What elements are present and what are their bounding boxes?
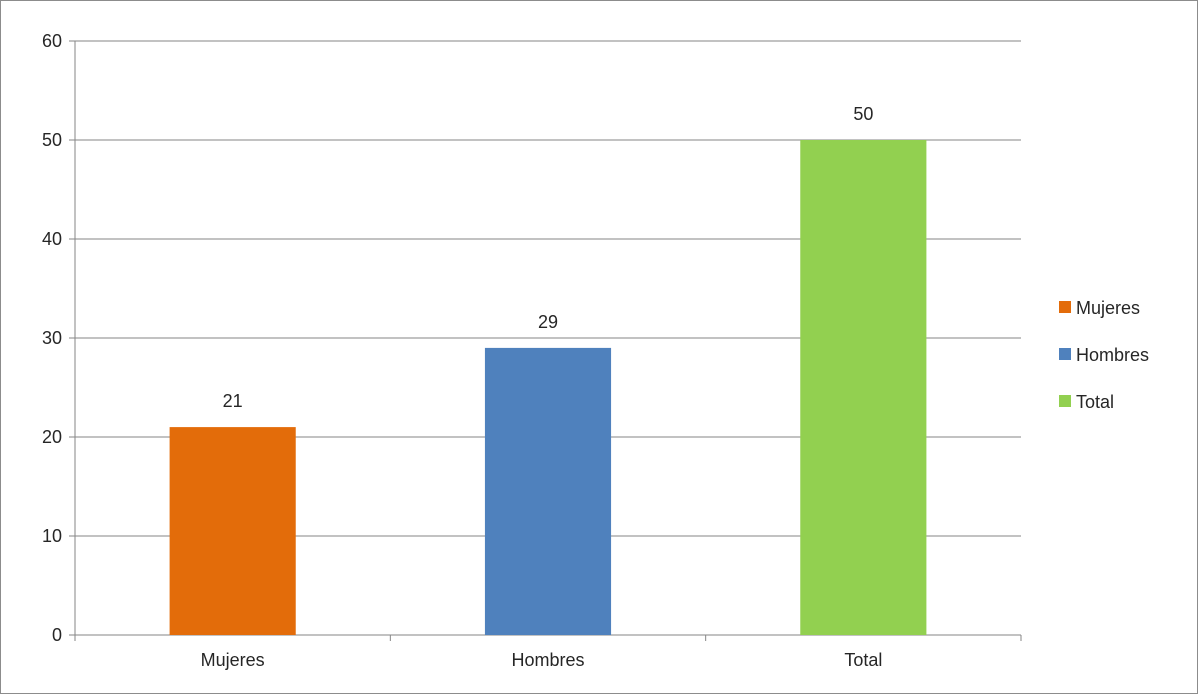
legend: Mujeres Hombres Total — [1059, 298, 1149, 412]
bar-mujeres — [169, 427, 296, 635]
y-tick-label: 0 — [52, 625, 62, 645]
data-labels: 21 29 50 — [223, 104, 874, 411]
bar-total — [800, 140, 927, 635]
legend-label: Hombres — [1076, 345, 1149, 365]
x-tick-label: Total — [844, 650, 882, 670]
bars — [169, 140, 927, 635]
y-tick-label: 10 — [42, 526, 62, 546]
data-label: 21 — [223, 391, 243, 411]
legend-label: Total — [1076, 392, 1114, 412]
x-tick-label: Mujeres — [201, 650, 265, 670]
legend-swatch — [1059, 395, 1071, 407]
data-label: 29 — [538, 312, 558, 332]
bar-hombres — [484, 347, 612, 635]
y-tick-label: 50 — [42, 130, 62, 150]
y-tick-label: 20 — [42, 427, 62, 447]
legend-swatch — [1059, 301, 1071, 313]
data-label: 50 — [853, 104, 873, 124]
x-tick-label: Hombres — [511, 650, 584, 670]
y-tick-label: 60 — [42, 31, 62, 51]
legend-swatch — [1059, 348, 1071, 360]
y-tick-label: 30 — [42, 328, 62, 348]
legend-label: Mujeres — [1076, 298, 1140, 318]
y-tick-label: 40 — [42, 229, 62, 249]
